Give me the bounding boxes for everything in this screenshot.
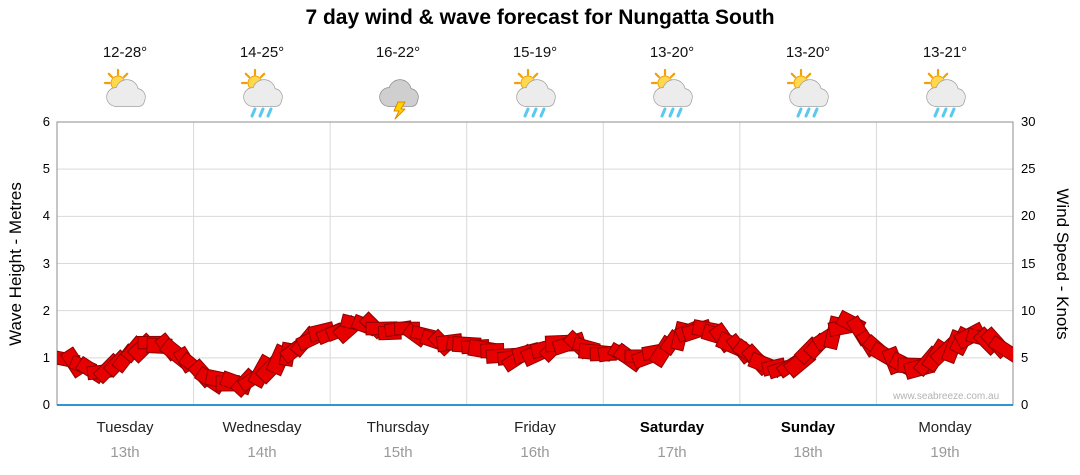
- left-axis-tick: 1: [42, 349, 50, 365]
- left-axis-tick: 2: [42, 302, 50, 318]
- day-name: Tuesday: [96, 419, 154, 436]
- right-axis-tick: 5: [1021, 349, 1029, 365]
- day-temp: 13-20°: [649, 44, 695, 61]
- day-temp: 12-28°: [102, 44, 148, 61]
- day-temp: 14-25°: [239, 44, 285, 61]
- right-axis-tick: 30: [1021, 114, 1036, 129]
- weather-icon-sun-showers: [784, 68, 832, 122]
- right-axis-tick: 25: [1021, 161, 1036, 177]
- day-temp: 13-21°: [922, 44, 968, 61]
- weather-icon-sun-showers: [511, 68, 559, 122]
- page-title: 7 day wind & wave forecast for Nungatta …: [305, 6, 775, 29]
- weather-icon-sun-showers: [238, 68, 286, 122]
- left-axis-tick: 3: [42, 255, 50, 271]
- day-date: 16th: [520, 444, 550, 461]
- right-axis-tick: 20: [1021, 208, 1036, 224]
- day-date: 19th: [930, 444, 960, 461]
- weather-icon-sun-showers: [921, 68, 969, 122]
- right-axis-tick: 0: [1021, 397, 1029, 412]
- day-date: 18th: [793, 444, 823, 461]
- day-name: Thursday: [366, 419, 430, 436]
- day-temp: 13-20°: [785, 44, 831, 61]
- day-temp: 15-19°: [512, 44, 558, 61]
- watermark: www.seabreeze.com.au: [893, 391, 1000, 402]
- left-axis-tick: 6: [42, 114, 50, 129]
- right-axis-tick: 15: [1021, 255, 1036, 271]
- right-axis-tick: 10: [1021, 302, 1036, 318]
- weather-icon-partly-cloudy: [101, 68, 149, 122]
- day-name: Saturday: [639, 419, 705, 436]
- day-name: Friday: [514, 419, 556, 436]
- weather-icon-sun-showers: [648, 68, 696, 122]
- day-date: 15th: [383, 444, 413, 461]
- left-axis-tick: 4: [42, 208, 50, 224]
- day-temp: 16-22°: [375, 44, 421, 61]
- right-axis-label: Wind Speed - Knots: [1053, 188, 1072, 340]
- day-name: Monday: [918, 419, 972, 436]
- day-date: 14th: [247, 444, 277, 461]
- left-axis-tick: 0: [42, 397, 50, 412]
- day-date: 13th: [110, 444, 140, 461]
- left-axis-tick: 5: [42, 161, 50, 177]
- day-date: 17th: [657, 444, 687, 461]
- day-name: Wednesday: [222, 419, 302, 436]
- day-name: Sunday: [780, 419, 836, 436]
- weather-icon-thunderstorm: [374, 68, 422, 122]
